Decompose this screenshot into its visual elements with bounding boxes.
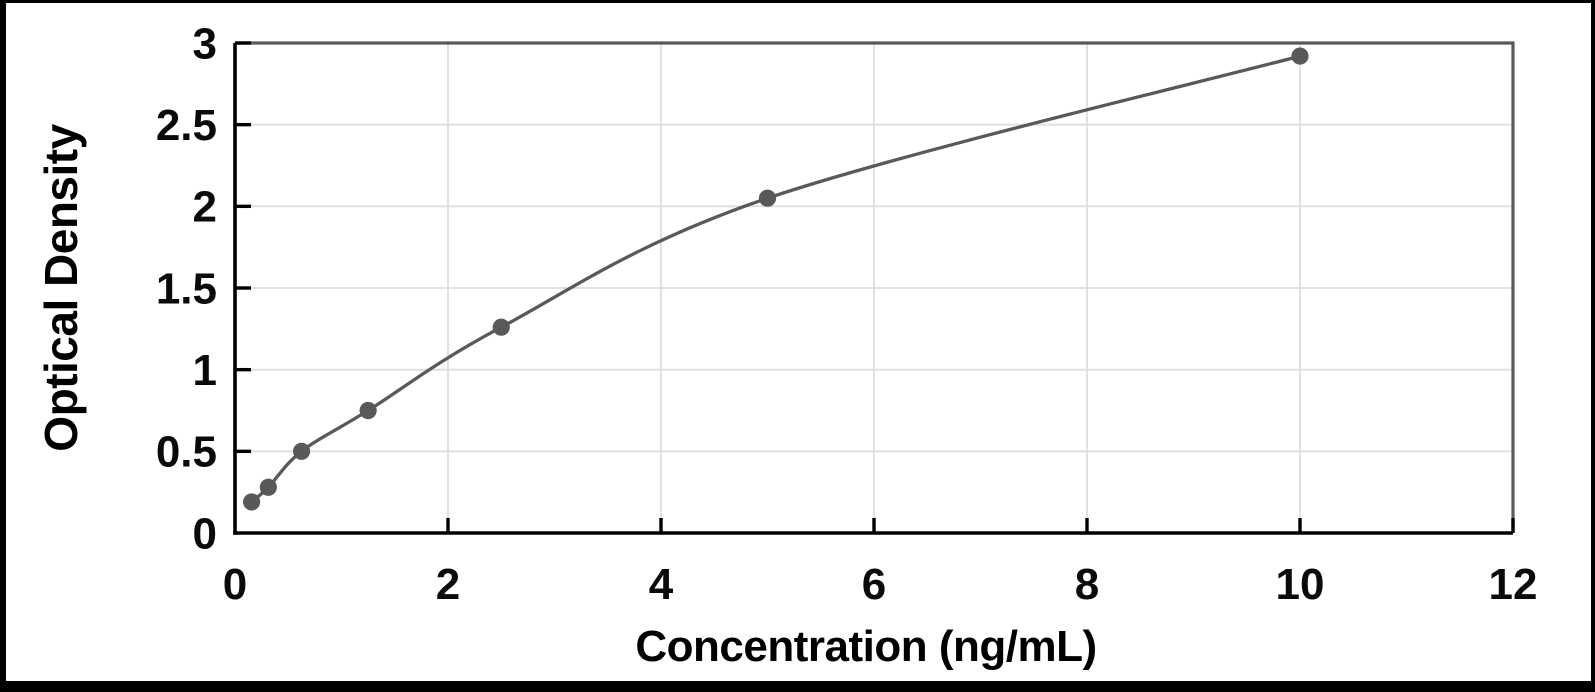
x-tick-label: 12	[1489, 560, 1538, 609]
data-point-marker	[359, 401, 377, 420]
data-point-marker	[758, 189, 777, 207]
y-tick-label: 3	[193, 19, 217, 68]
fit-curve	[249, 54, 1302, 504]
y-tick-label: 1	[193, 346, 217, 395]
data-point-marker	[259, 478, 277, 496]
data-point-marker	[492, 318, 510, 336]
x-tick-label: 4	[649, 560, 674, 609]
x-tick-label: 8	[1075, 560, 1099, 609]
y-axis-title: Optical Density	[35, 124, 87, 452]
data-point-marker	[243, 493, 261, 511]
x-tick-label: 6	[862, 560, 886, 609]
data-point-marker	[292, 442, 311, 460]
x-tick-label: 2	[436, 560, 460, 609]
data-point-marker	[1291, 47, 1309, 65]
y-tick-label: 2	[193, 183, 217, 232]
y-tick-label: 2.5	[156, 101, 217, 150]
x-tick-label: 0	[223, 560, 247, 609]
y-tick-label: 0.5	[156, 428, 217, 477]
x-tick-label: 10	[1276, 560, 1325, 609]
y-tick-label: 0	[193, 509, 217, 558]
x-axis-title: Concentration (ng/mL)	[635, 622, 1097, 671]
y-tick-label: 1.5	[156, 264, 217, 313]
